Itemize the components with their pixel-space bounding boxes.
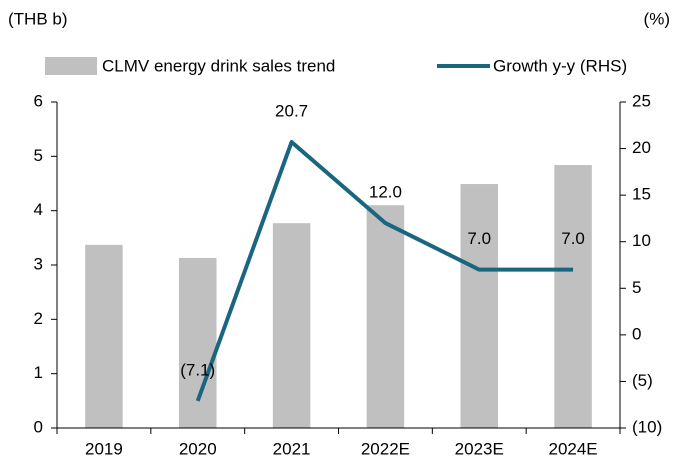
x-tick-label: 2020	[179, 439, 217, 458]
y2-tick-label: 0	[632, 324, 641, 343]
y2-tick-label: 20	[632, 138, 651, 157]
x-tick-label: 2024E	[548, 439, 597, 458]
bar	[366, 205, 405, 428]
y2-tick-label: 15	[632, 185, 651, 204]
bar	[85, 244, 123, 428]
y2-axis-label: (%)	[644, 9, 670, 28]
bar	[272, 223, 311, 428]
data-label: 7.0	[561, 229, 585, 248]
y-tick-label: 2	[34, 309, 43, 328]
y-tick-label: 4	[34, 200, 43, 219]
bar	[554, 165, 592, 428]
y2-tick-label: 25	[632, 91, 651, 110]
y2-tick-label: (10)	[632, 417, 662, 436]
line	[195, 140, 574, 402]
legend-label: Growth y-y (RHS)	[493, 56, 627, 75]
x-tick-label: 2021	[273, 439, 311, 458]
y2-tick-label: 10	[632, 231, 651, 250]
y-tick-label: 5	[34, 146, 43, 165]
y-tick-label: 6	[34, 91, 43, 110]
y-tick-label: 1	[34, 363, 43, 382]
x-tick-label: 2019	[85, 439, 123, 458]
y-tick-label: 3	[34, 254, 43, 273]
data-label: 7.0	[467, 229, 491, 248]
bar	[460, 184, 499, 428]
data-label: 20.7	[275, 102, 308, 121]
x-tick-label: 2022E	[361, 439, 410, 458]
y2-tick-label: 5	[632, 278, 641, 297]
data-label: (7.1)	[180, 360, 215, 379]
bar	[178, 257, 217, 428]
legend-label: CLMV energy drink sales trend	[102, 56, 335, 75]
y2-tick-label: (5)	[632, 371, 653, 390]
y-axis-label: (THB b)	[8, 9, 68, 28]
legend-swatch-bar	[45, 57, 97, 75]
x-tick-label: 2023E	[455, 439, 504, 458]
y-tick-label: 0	[34, 417, 43, 436]
data-label: 12.0	[369, 183, 402, 202]
